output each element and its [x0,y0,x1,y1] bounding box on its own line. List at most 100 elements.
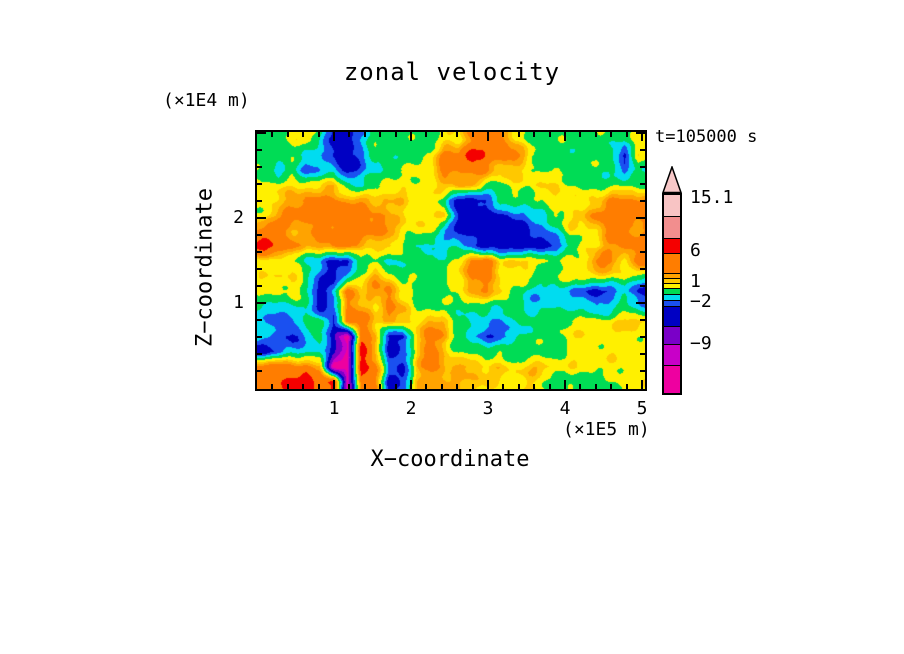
colorbar-segment [664,279,680,284]
tick-mark [487,132,489,141]
tick-mark [636,132,645,134]
tick-mark [364,384,366,389]
colorbar-tick-label: 6 [690,240,701,261]
colorbar-segment [664,284,680,289]
x-tick-label: 3 [482,398,494,419]
tick-mark [487,380,489,389]
tick-mark [257,370,262,372]
tick-mark [257,353,262,355]
tick-mark [502,132,504,137]
tick-mark [395,384,397,389]
colorbar-segment [664,301,680,307]
tick-mark [533,384,535,389]
tick-mark [257,183,262,185]
tick-mark [379,132,381,137]
colorbar-tick-label: −9 [690,333,712,354]
tick-mark [549,384,551,389]
time-annotation: t=105000 s [655,127,758,147]
colorbar-segment [664,254,680,274]
tick-mark [257,319,262,321]
tick-mark [579,132,581,137]
tick-mark [257,336,262,338]
tick-mark [641,380,643,389]
tick-mark [333,380,335,389]
z-tick-label: 1 [233,292,244,313]
colorbar-segments [662,193,682,395]
tick-mark [472,384,474,389]
tick-mark [518,132,520,137]
tick-mark [640,183,645,185]
z-axis-title: Z−coordinate [192,188,218,347]
colorbar-segment [664,307,680,327]
tick-mark [640,319,645,321]
tick-mark [379,384,381,389]
tick-mark [395,132,397,137]
tick-mark [257,166,262,168]
z-tick-label: 2 [233,207,244,228]
colorbar-segment [664,289,680,295]
colorbar-segment [664,327,680,345]
tick-mark [610,132,612,137]
tick-mark [257,234,262,236]
tick-mark [333,132,335,141]
tick-mark [257,132,266,134]
tick-mark [626,132,628,137]
tick-mark [564,380,566,389]
tick-mark [318,132,320,137]
colorbar-segment [664,295,680,301]
page-title: zonal velocity [343,58,561,86]
tick-mark [549,132,551,137]
tick-mark [640,336,645,338]
tick-mark [410,132,412,141]
colorbar-segment [664,239,680,254]
tick-mark [441,132,443,137]
x-tick-label: 1 [328,398,340,419]
tick-mark [348,132,350,137]
x-tick-label: 5 [636,398,648,419]
tick-mark [425,384,427,389]
tick-mark [518,384,520,389]
tick-mark [257,217,266,219]
tick-mark [472,132,474,137]
tick-mark [287,132,289,137]
velocity-field-canvas [257,132,645,389]
tick-mark [318,384,320,389]
tick-mark [456,384,458,389]
x-axis-units-label: (×1E5 m) [563,419,650,440]
tick-mark [640,234,645,236]
colorbar-segment [664,274,680,279]
tick-mark [271,132,273,137]
tick-mark [410,380,412,389]
colorbar-segment [664,366,680,393]
colorbar-tick-label: 1 [690,271,701,292]
tick-mark [595,132,597,137]
tick-mark [636,217,645,219]
tick-mark [456,132,458,137]
tick-mark [626,384,628,389]
tick-mark [257,302,266,304]
colorbar-segment [664,345,680,366]
tick-mark [610,384,612,389]
x-tick-label: 4 [559,398,571,419]
tick-mark [302,132,304,137]
colorbar-tick-label: 15.1 [690,187,734,208]
tick-mark [579,384,581,389]
tick-mark [425,132,427,137]
y-axis-units-label: (×1E4 m) [163,90,250,111]
tick-mark [257,285,262,287]
tick-mark [257,200,262,202]
tick-mark [257,251,262,253]
tick-mark [271,384,273,389]
tick-mark [533,132,535,137]
tick-mark [364,132,366,137]
colorbar-tick-label: −2 [690,291,712,312]
tick-mark [640,200,645,202]
tick-mark [257,149,262,151]
tick-mark [302,384,304,389]
tick-mark [640,285,645,287]
tick-mark [640,268,645,270]
tick-mark [640,251,645,253]
tick-mark [502,384,504,389]
tick-mark [564,132,566,141]
